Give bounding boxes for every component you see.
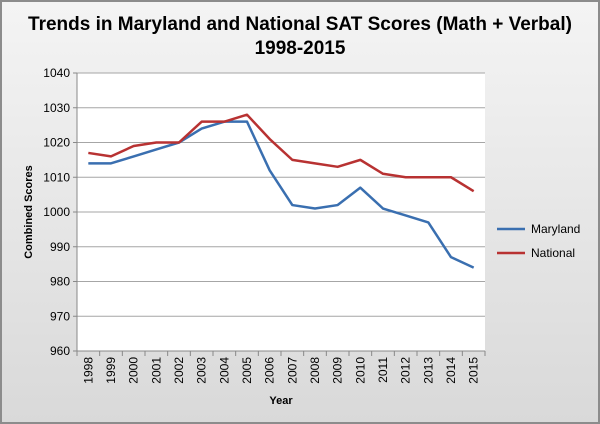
x-tick-label: 2009 bbox=[331, 357, 345, 384]
x-tick-label: 2015 bbox=[467, 357, 481, 384]
x-tick-label: 2000 bbox=[127, 357, 141, 384]
y-axis-label: Combined Scores bbox=[23, 165, 35, 259]
x-tick-label: 2003 bbox=[195, 357, 209, 384]
x-tick-label: 2004 bbox=[217, 357, 231, 384]
x-tick-label: 1999 bbox=[104, 357, 118, 384]
series-line-national bbox=[88, 113, 475, 193]
y-tick-label: 1040 bbox=[43, 66, 70, 80]
x-tick-label: 2008 bbox=[308, 357, 322, 384]
x-tick-label: 2011 bbox=[376, 357, 390, 383]
x-tick-label: 2001 bbox=[149, 357, 163, 384]
y-tick-label: 1000 bbox=[43, 205, 70, 219]
x-tick-label: 2010 bbox=[353, 357, 367, 384]
x-tick-label: 2005 bbox=[240, 357, 254, 384]
x-tick-label: 2002 bbox=[172, 357, 186, 384]
y-tick-label: 980 bbox=[50, 275, 70, 289]
legend-label: Maryland bbox=[531, 222, 580, 236]
chart-title: Trends in Maryland and National SAT Scor… bbox=[28, 14, 572, 35]
y-tick-label: 1030 bbox=[43, 101, 70, 115]
series-line-maryland bbox=[88, 120, 475, 269]
y-tick-label: 970 bbox=[50, 309, 70, 323]
x-tick-label: 2007 bbox=[285, 357, 299, 384]
chart-subtitle: 1998-2015 bbox=[255, 38, 346, 59]
x-tick-label: 1998 bbox=[81, 357, 95, 384]
y-tick-label: 990 bbox=[50, 240, 70, 254]
x-tick-label: 2014 bbox=[444, 357, 458, 384]
y-tick-label: 1020 bbox=[43, 136, 70, 150]
y-tick-label: 1010 bbox=[43, 170, 70, 184]
x-tick-label: 2006 bbox=[263, 357, 277, 384]
legend-label: National bbox=[531, 246, 575, 260]
x-tick-label: 2012 bbox=[399, 357, 413, 384]
x-axis-label: Year bbox=[269, 395, 293, 407]
y-tick-label: 960 bbox=[50, 344, 70, 358]
x-tick-label: 2013 bbox=[421, 357, 435, 384]
